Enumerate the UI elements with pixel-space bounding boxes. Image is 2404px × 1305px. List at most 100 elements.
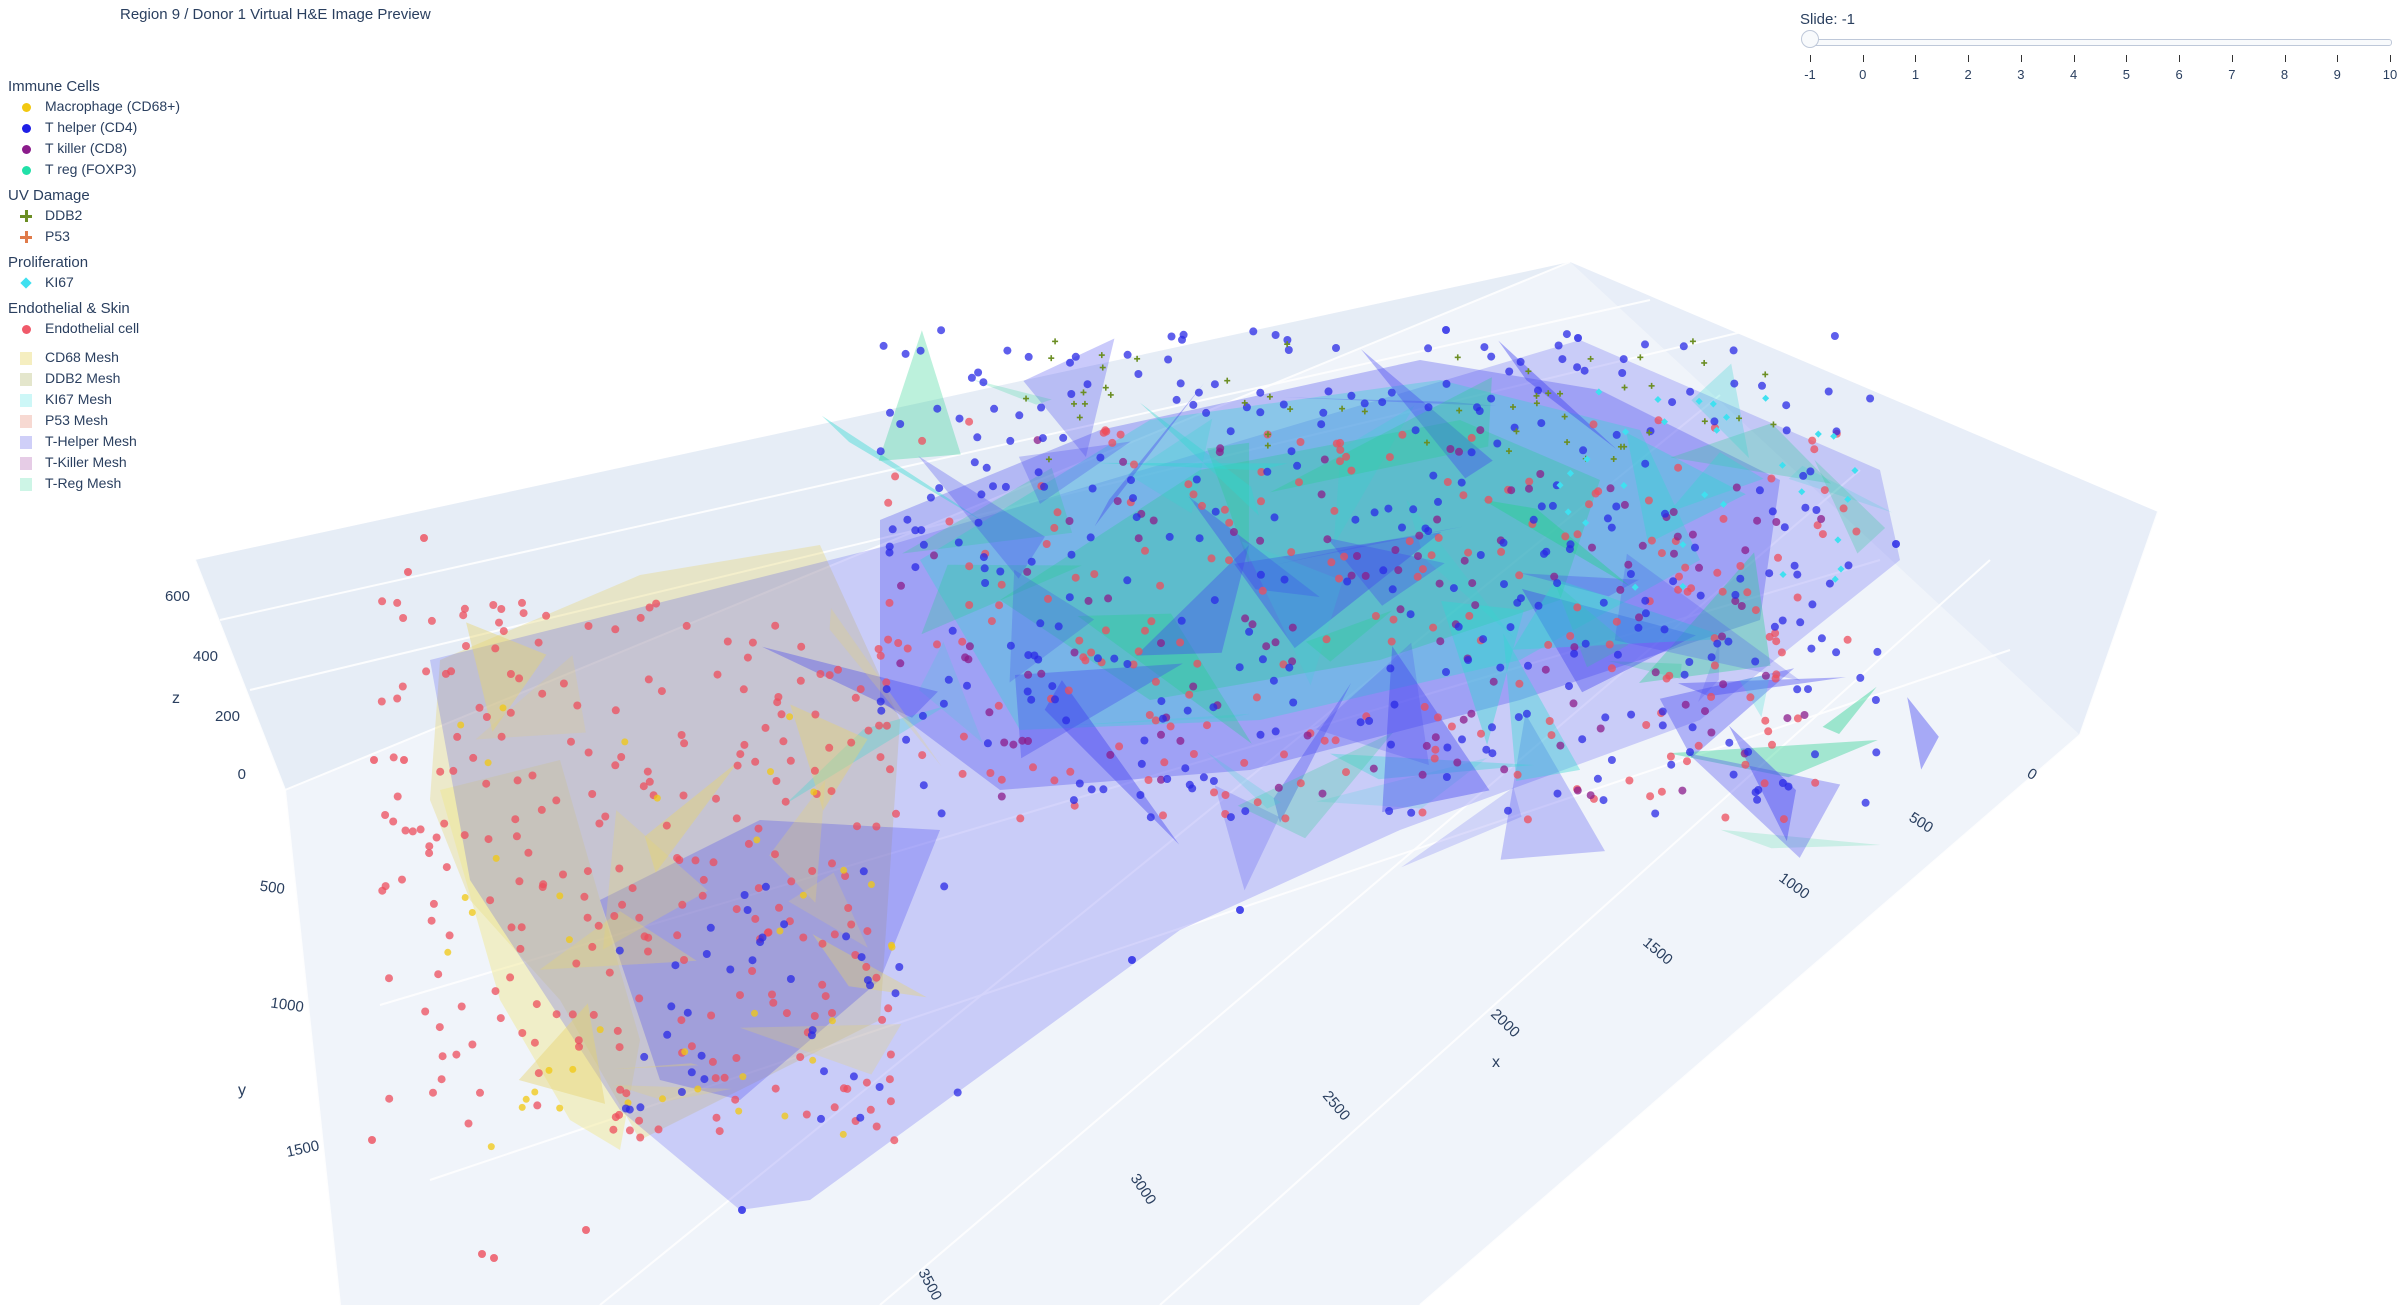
- t-killer-point: [1817, 515, 1826, 523]
- circle-marker-icon: [20, 122, 32, 134]
- endothelial-point: [933, 640, 941, 649]
- endothelial-point: [393, 598, 402, 607]
- endothelial-point: [732, 814, 741, 823]
- endothelial-point: [1544, 640, 1553, 649]
- endothelial-point: [1777, 648, 1786, 657]
- legend-item-ki67-mesh[interactable]: KI67 Mesh: [8, 389, 228, 410]
- t-helper-point: [817, 1114, 825, 1123]
- endothelial-point: [1434, 533, 1443, 542]
- endothelial-point: [890, 1136, 899, 1145]
- legend-item-t-helper-mesh[interactable]: T-Helper Mesh: [8, 431, 228, 452]
- legend-item-t-reg-foxp3[interactable]: T reg (FOXP3): [8, 159, 228, 180]
- endothelial-point: [1566, 632, 1575, 640]
- endothelial-point: [482, 779, 491, 788]
- ddb2-point: [1557, 390, 1564, 397]
- endothelial-point: [687, 1042, 696, 1051]
- slider-tick-label[interactable]: 9: [2333, 67, 2341, 82]
- t-killer-point: [1673, 532, 1682, 541]
- scene-gridlines: [194, 261, 2159, 1305]
- endothelial-point: [751, 757, 760, 766]
- mesh-facet: [1270, 377, 1492, 493]
- legend-item-cd68-mesh[interactable]: CD68 Mesh: [8, 347, 228, 368]
- endothelial-point: [875, 721, 884, 730]
- endothelial-point: [1459, 491, 1468, 500]
- legend-item-endothelial-cell[interactable]: Endothelial cell: [8, 318, 228, 339]
- t-helper-point: [1574, 334, 1582, 342]
- legend-item-p53-mesh[interactable]: P53 Mesh: [8, 410, 228, 431]
- t-killer-point: [1037, 669, 1046, 678]
- endothelial-point: [678, 900, 687, 909]
- mesh-facet: [1237, 732, 1394, 839]
- t-helper-point: [1256, 408, 1265, 417]
- endothelial-point: [677, 1016, 686, 1025]
- slider-tick: [1915, 55, 1917, 62]
- legend-item-macrophage-cd68[interactable]: Macrophage (CD68+): [8, 96, 228, 117]
- legend: Immune Cells Macrophage (CD68+) T helper (…: [8, 78, 228, 494]
- slider-tick-label[interactable]: -1: [1804, 67, 1816, 82]
- legend-item-ki67[interactable]: KI67: [8, 272, 228, 293]
- t-helper-point: [1407, 808, 1416, 817]
- endothelial-point: [1793, 714, 1802, 723]
- t-helper-point: [1454, 622, 1463, 631]
- endothelial-point: [1280, 750, 1288, 759]
- macrophage-point: [840, 866, 848, 874]
- ddb2-point: [1513, 428, 1520, 435]
- slider-tick-label[interactable]: 10: [2382, 67, 2398, 82]
- t-helper-point: [1036, 619, 1045, 628]
- endothelial-point: [511, 815, 520, 824]
- endothelial-point: [772, 777, 781, 785]
- endothelial-point: [1044, 594, 1052, 603]
- slider-tick-label[interactable]: 4: [2070, 67, 2078, 82]
- t-helper-point: [967, 373, 976, 382]
- mesh-facet: [1136, 545, 1249, 656]
- legend-item-t-killer-cd8[interactable]: T killer (CD8): [8, 138, 228, 159]
- endothelial-point: [644, 675, 653, 684]
- mesh-facet: [919, 641, 983, 744]
- legend-item-t-helper-cd4[interactable]: T helper (CD4): [8, 117, 228, 138]
- endothelial-point: [1101, 426, 1110, 435]
- mesh-facet: [1907, 697, 1939, 770]
- t-killer-point: [1176, 736, 1185, 745]
- endothelial-point: [568, 1010, 577, 1019]
- endothelial-point: [368, 1136, 376, 1144]
- endothelial-point: [1066, 767, 1075, 776]
- t-helper-point: [636, 1103, 645, 1112]
- t-helper-point: [948, 626, 957, 635]
- slider-tick-label[interactable]: 5: [2122, 67, 2130, 82]
- t-helper-point: [916, 346, 925, 355]
- slider-tick-label[interactable]: 3: [2017, 67, 2025, 82]
- mesh-facet: [1608, 661, 1682, 679]
- slider-handle[interactable]: [1801, 30, 1819, 48]
- legend-item-ddb2-mesh[interactable]: DDB2 Mesh: [8, 368, 228, 389]
- endothelial-point: [584, 748, 593, 757]
- mesh-facet: [1241, 541, 1343, 686]
- slider-tick-label[interactable]: 2: [1964, 67, 1972, 82]
- endothelial-point: [1772, 637, 1781, 646]
- slider-tick-label[interactable]: 0: [1859, 67, 1867, 82]
- slider-tick-label[interactable]: 1: [1911, 67, 1920, 82]
- endothelial-point: [429, 1088, 437, 1097]
- endothelial-point: [732, 1054, 741, 1062]
- endothelial-point: [1687, 584, 1696, 593]
- slider-rail[interactable]: [1810, 39, 2392, 46]
- legend-item-ddb2[interactable]: DDB2: [8, 205, 228, 226]
- endothelial-point: [1810, 445, 1819, 454]
- legend-item-t-killer-mesh[interactable]: T-Killer Mesh: [8, 452, 228, 473]
- slide-slider[interactable]: Slide: -1 -1 0 1 2 3 4 5 6 7 8 9 10: [1796, 8, 2398, 88]
- legend-item-p53[interactable]: P53: [8, 226, 228, 247]
- legend-item-t-reg-mesh[interactable]: T-Reg Mesh: [8, 473, 228, 494]
- slider-tick-label[interactable]: 6: [2175, 67, 2183, 82]
- mesh-facet: [1316, 757, 1488, 809]
- endothelial-point: [1808, 436, 1817, 445]
- t-helper-point: [1765, 569, 1774, 578]
- endothelial-point: [1331, 736, 1340, 745]
- endothelial-point: [1347, 466, 1356, 475]
- slider-tick: [1810, 55, 1811, 62]
- endothelial-point: [1225, 518, 1234, 527]
- t-helper-point: [1751, 788, 1760, 797]
- slider-tick-label[interactable]: 8: [2280, 67, 2289, 82]
- slider-tick-label[interactable]: 7: [2228, 67, 2236, 82]
- t-helper-point: [917, 526, 926, 535]
- t-helper-point: [954, 538, 963, 547]
